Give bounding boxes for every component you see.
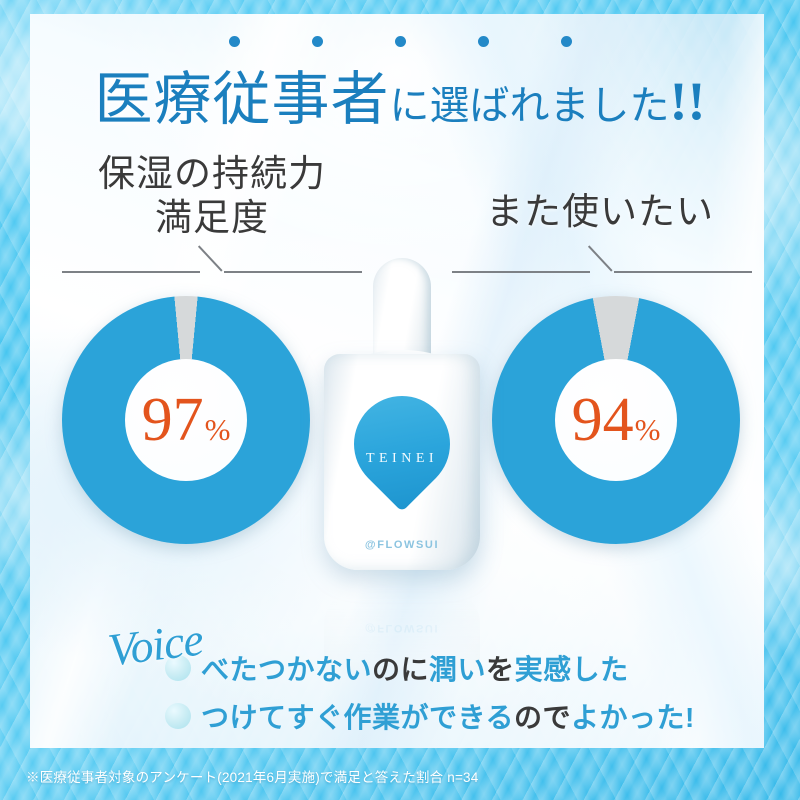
divider-segment-right	[614, 271, 752, 273]
divider-segment-left	[62, 271, 200, 273]
headline-dot	[560, 36, 572, 47]
reflection-brand-label: @FLOWSUI	[364, 622, 440, 634]
donut-chart-left: 97%	[62, 296, 310, 544]
headline-rest: に選ばれました	[389, 83, 670, 128]
donut-ring-left: 97%	[62, 296, 310, 544]
percent-symbol-right: %	[634, 412, 661, 447]
voice-1-blue-a: べたつかない	[201, 654, 373, 685]
voice-1-dark-a: のに	[372, 654, 430, 685]
product-bottle: TEINEI @FLOWSUI	[322, 258, 482, 598]
section-heading-right: また使いたい	[440, 190, 760, 234]
divider-segment-left	[452, 271, 590, 273]
voice-text-2: つけてすぐ作業ができるのでよかった!	[201, 696, 695, 736]
voice-2-blue-b: よかった!	[570, 702, 695, 733]
voice-1-dark-b: を	[486, 654, 515, 685]
section-heading-left: 保湿の持続力 満足度	[52, 152, 372, 239]
voice-2-dark-a: ので	[513, 702, 571, 733]
headline-dot	[477, 36, 489, 47]
headline-dot	[394, 36, 406, 47]
voice-2-blue-a: つけてすぐ作業ができる	[201, 702, 514, 733]
section-heading-right-line1: また使いたい	[486, 191, 714, 232]
percent-number-left: 97	[141, 386, 204, 454]
percent-number-right: 94	[571, 386, 634, 454]
percent-symbol-left: %	[204, 412, 231, 447]
divider-right	[452, 245, 752, 292]
percent-value-right: 94%	[572, 389, 661, 451]
list-item: べたつかないのに潤いを実感した	[165, 648, 685, 688]
divider-left	[62, 245, 362, 292]
headline-exclamation: !!	[669, 71, 706, 131]
product-name-label: TEINEI	[365, 451, 439, 466]
brand-label: @FLOWSUI	[364, 539, 440, 551]
page-title: 医療従事者に選ばれました!!	[0, 52, 800, 136]
bullet-circle-icon	[165, 655, 191, 681]
donut-ring-right: 94%	[492, 296, 740, 544]
bullet-circle-icon	[165, 703, 191, 729]
section-heading-left-line2: 満足度	[155, 196, 269, 238]
list-item: つけてすぐ作業ができるのでよかった!	[165, 696, 694, 736]
donut-center-left: 97%	[125, 359, 247, 481]
headline-dots	[0, 36, 800, 47]
donut-center-right: 94%	[555, 359, 677, 481]
voice-1-blue-b: 潤い	[429, 654, 487, 685]
headline-dot	[311, 36, 323, 47]
voice-1-blue-c: 実感した	[514, 654, 629, 685]
section-heading-left-line1: 保湿の持続力	[98, 153, 326, 194]
voice-text-1: べたつかないのに潤いを実感した	[201, 648, 629, 688]
voice-list: べたつかないのに潤いを実感した つけてすぐ作業ができるのでよかった!	[165, 648, 694, 744]
donut-chart-right: 94%	[492, 296, 740, 544]
headline-emphasis: 医療従事者	[94, 67, 390, 132]
headline-dot	[228, 36, 240, 47]
divider-segment-right	[224, 271, 362, 273]
percent-value-left: 97%	[142, 389, 231, 451]
footnote-text: ※医療従事者対象のアンケート(2021年6月実施)で満足と答えた割合 n=34	[26, 770, 479, 785]
